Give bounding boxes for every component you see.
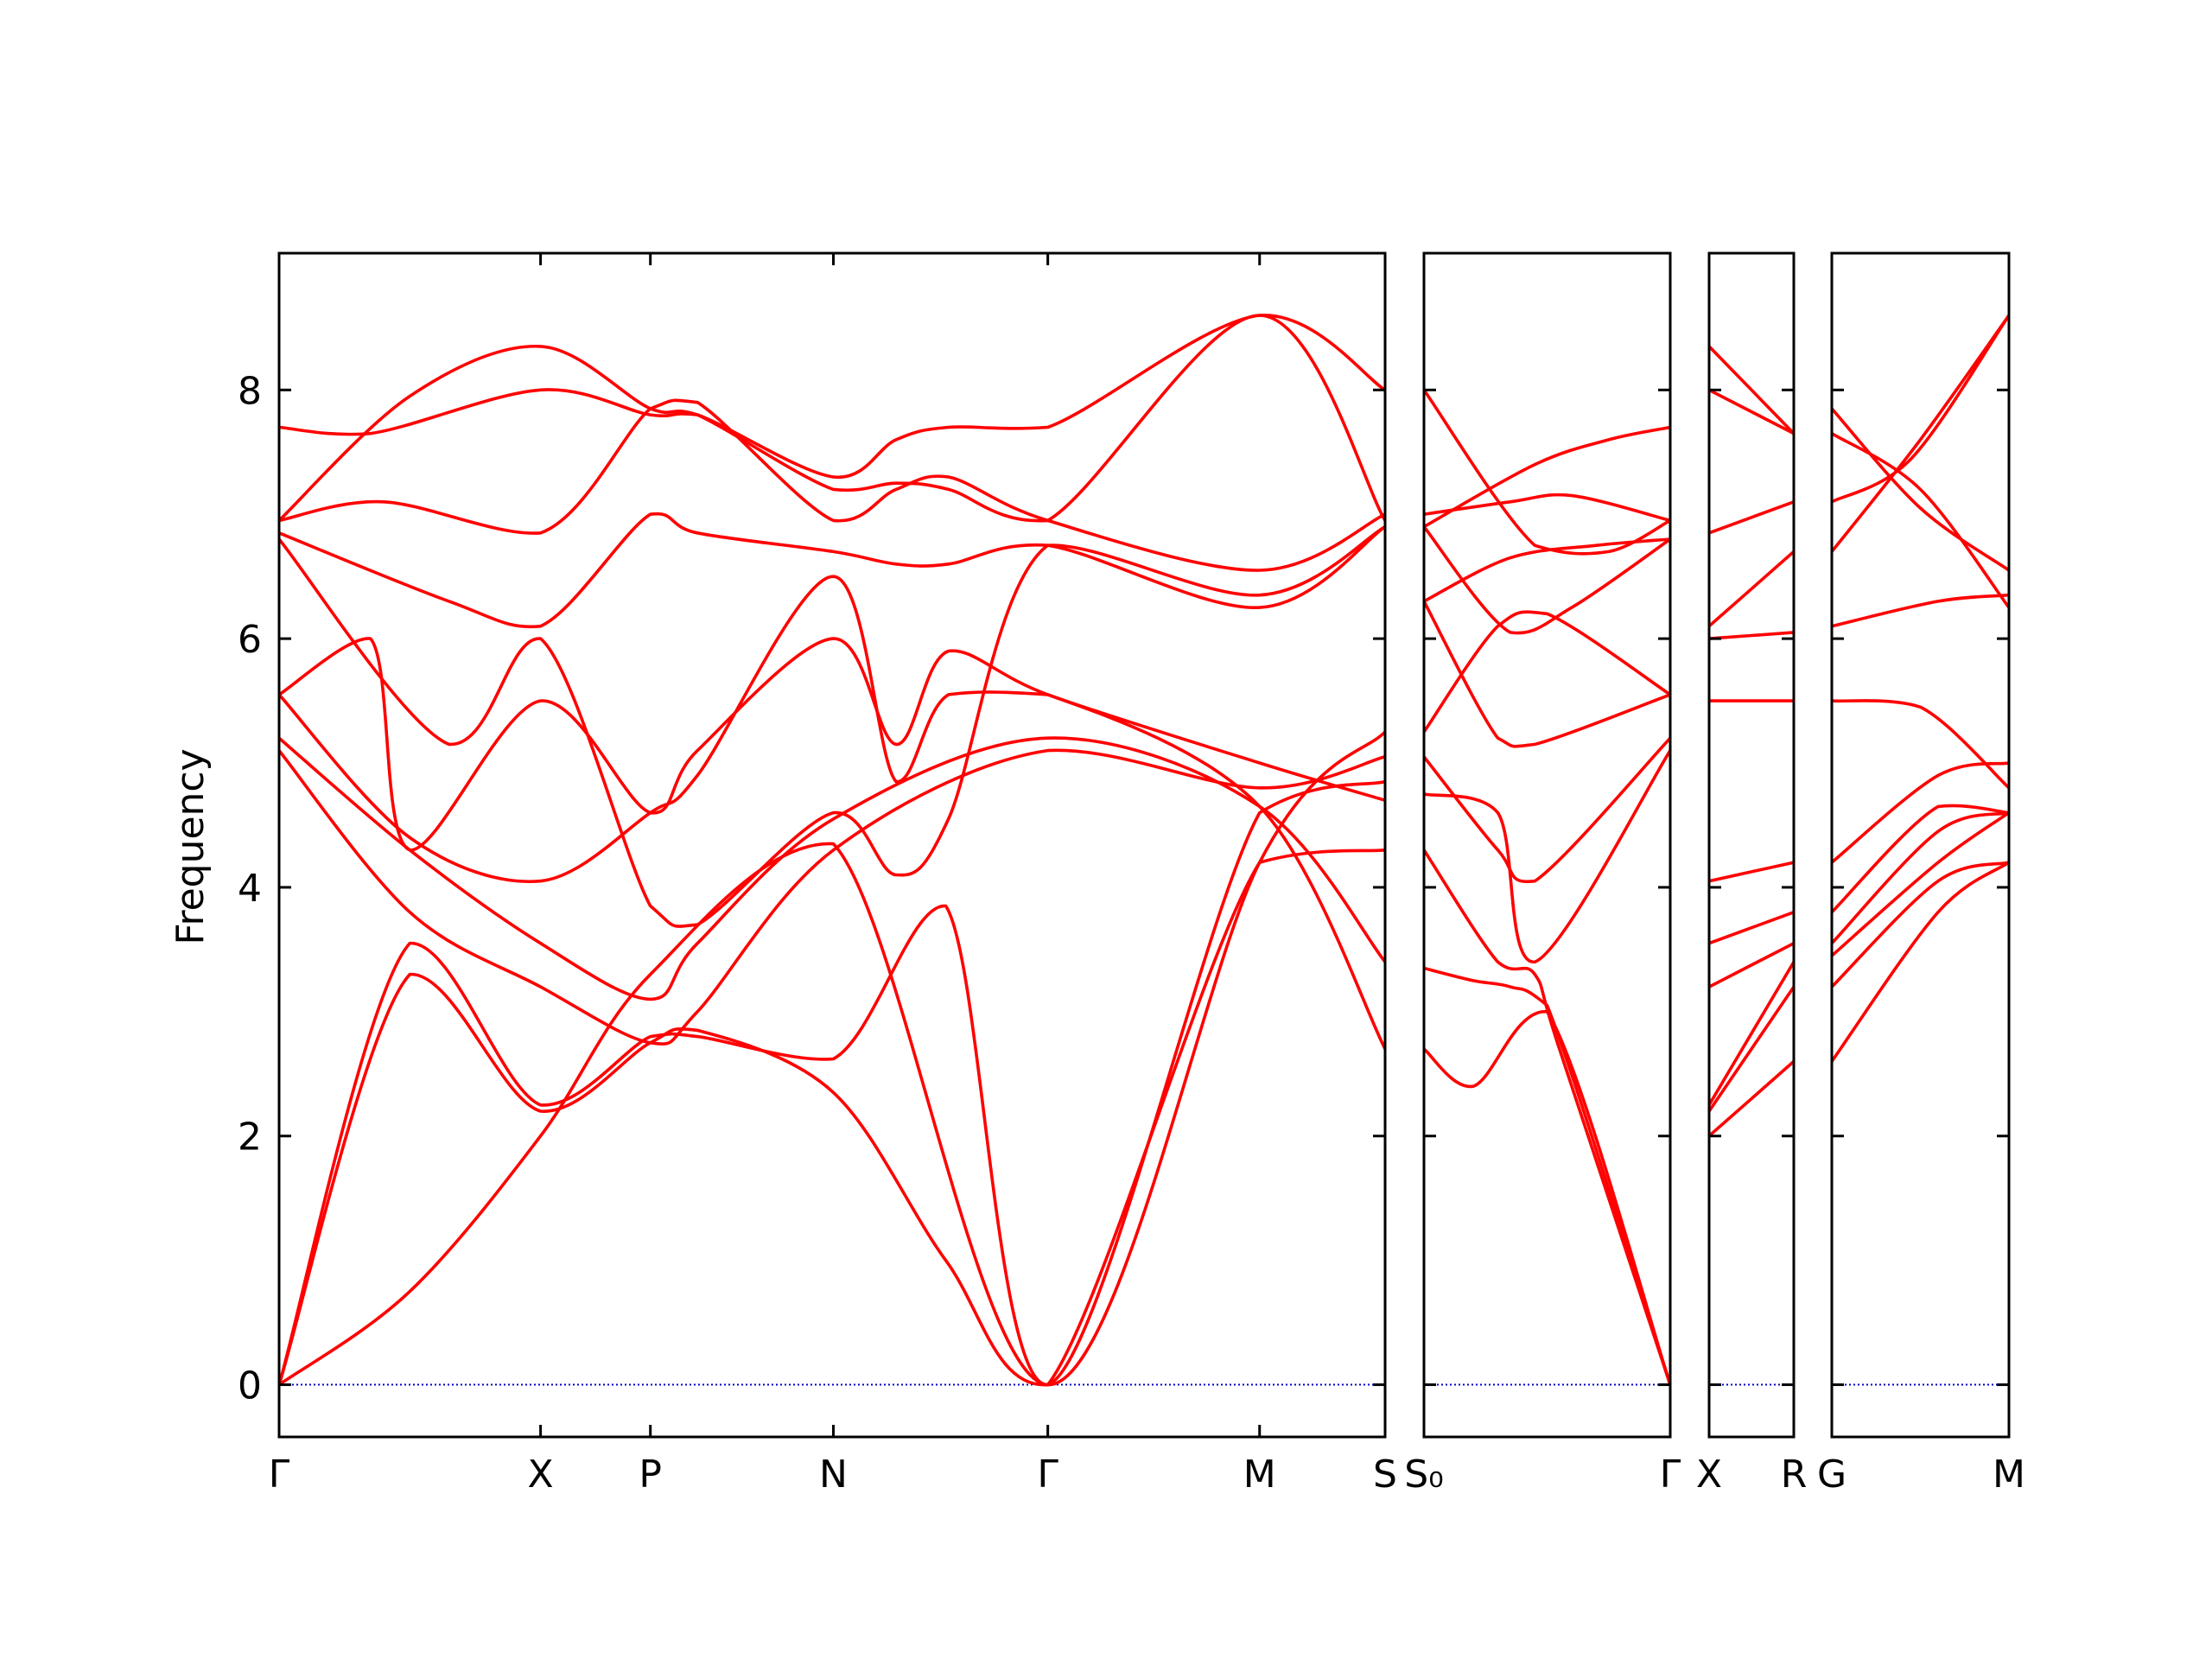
band-line-9 (1709, 550, 1794, 628)
panel-frame (277, 251, 1387, 1439)
band-line-12 (1832, 407, 2009, 572)
x-tick-label: X (528, 1452, 554, 1497)
band-line-1 (279, 730, 1385, 1387)
x-tick-label: S₀ (1404, 1452, 1444, 1497)
band-line-11 (1832, 431, 2009, 609)
bands-group (1424, 388, 1670, 1387)
band-line-10 (1832, 314, 2009, 504)
panel-frame (1830, 251, 2011, 1439)
band-line-7 (279, 637, 1385, 852)
band-line-2 (279, 849, 1385, 1387)
band-line-2 (1709, 985, 1794, 1113)
x-tick-label: S (1373, 1452, 1397, 1497)
band-line-4 (1424, 748, 1670, 964)
band-line-5 (1709, 910, 1794, 945)
band-line-5 (279, 736, 1385, 1001)
band-line-10 (1424, 493, 1670, 523)
band-line-4 (1832, 810, 2009, 945)
band-line-4 (1709, 941, 1794, 988)
y-axis-label-group: Frequency (168, 748, 213, 944)
band-line-5 (1424, 736, 1670, 884)
x-tick-label: Γ (1660, 1452, 1681, 1497)
y-tick-label: 4 (238, 867, 262, 911)
panel-frame (1422, 251, 1672, 1439)
y-axis-label: Frequency (168, 748, 213, 944)
x-tick-label: G (1817, 1452, 1847, 1497)
band-line-3 (1832, 810, 2009, 957)
band-line-4 (279, 748, 1385, 1046)
band-line-3 (1709, 960, 1794, 1107)
band-line-8 (1832, 593, 2009, 628)
band-line-6 (1709, 861, 1794, 883)
band-line-1 (1424, 1009, 1670, 1387)
band-line-11 (1424, 388, 1670, 556)
x-tick-label: R (1781, 1452, 1808, 1497)
band-line-8 (1424, 524, 1670, 635)
y-tick-label: 2 (238, 1116, 262, 1160)
band-line-1 (1709, 1059, 1794, 1138)
bands-group (279, 314, 1385, 1387)
band-line-2 (1424, 966, 1670, 1387)
panel-1: Γ X P N Γ M S 0 2 4 6 8 (238, 251, 1397, 1497)
band-line-12 (279, 314, 1385, 479)
band-line-10 (279, 398, 1385, 572)
band-line-6 (1832, 761, 2009, 864)
band-line-6 (279, 575, 1385, 1051)
band-line-11 (1709, 388, 1794, 435)
x-tick-label: Γ (1037, 1452, 1058, 1497)
band-line-10 (1709, 500, 1794, 535)
band-line-3 (279, 779, 1385, 1387)
band-line-1 (1832, 861, 2009, 1064)
band-line-3 (1424, 849, 1670, 1387)
band-line-5 (1832, 804, 2009, 914)
band-line-6 (1424, 600, 1670, 748)
y-tick-label: 8 (238, 369, 262, 413)
band-line-9 (279, 512, 1385, 629)
band-line-12 (1424, 425, 1670, 529)
x-tick-label: X (1696, 1452, 1722, 1497)
x-tick-label: N (819, 1452, 848, 1497)
band-line-2 (1832, 861, 2009, 988)
band-line-8 (279, 524, 1385, 928)
band-line-7 (1832, 699, 2009, 790)
band-line-7 (1424, 610, 1670, 734)
x-tick-label: P (639, 1452, 662, 1497)
panel-2: S₀ Γ (1404, 251, 1681, 1497)
band-line-11 (279, 314, 1385, 523)
x-tick-label: M (1993, 1452, 2025, 1497)
band-line-12 (1709, 345, 1794, 435)
panel-frame (1707, 251, 1796, 1439)
bands-group (1832, 314, 2009, 1064)
bands-group (1709, 345, 1794, 1138)
x-tick-label: M (1243, 1452, 1276, 1497)
y-tick-label: 6 (238, 618, 262, 662)
x-tick-label: Γ (269, 1452, 290, 1497)
y-tick-label: 0 (238, 1364, 262, 1408)
